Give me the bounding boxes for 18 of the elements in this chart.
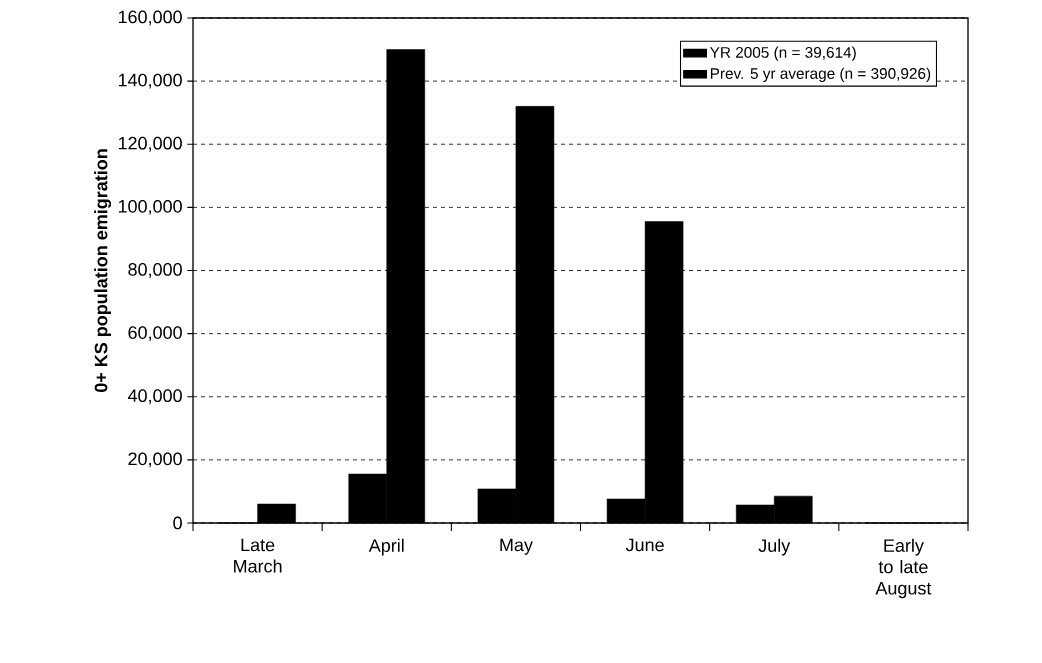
x-tick-label: June (625, 538, 664, 552)
y-tick-label: 100,000 (118, 199, 182, 215)
y-tick-label: 160,000 (118, 10, 182, 26)
y-tick-label: 80,000 (128, 263, 182, 278)
y-tick-label: 40,000 (127, 389, 182, 405)
y-tick-label: 120,000 (118, 136, 182, 152)
legend-label: YR 2005 (n = 39,614) (710, 46, 856, 61)
x-tick-label: May (500, 538, 533, 555)
legend-label: Prev. 5 yr average (n = 390,926) (710, 67, 931, 82)
x-tick-label: Late March (234, 538, 282, 573)
y-axis-title: 0+ KS population emigration (94, 149, 112, 393)
x-tick-label: July (758, 538, 791, 556)
x-tick-label: April (368, 538, 404, 556)
y-tick-label: 20,000 (128, 452, 182, 468)
y-tick-label: 60,000 (128, 326, 182, 342)
x-tick-label: Early to late August (875, 538, 932, 599)
y-tick-label: 140,000 (118, 73, 182, 89)
y-tick-label: 0 (173, 516, 182, 530)
